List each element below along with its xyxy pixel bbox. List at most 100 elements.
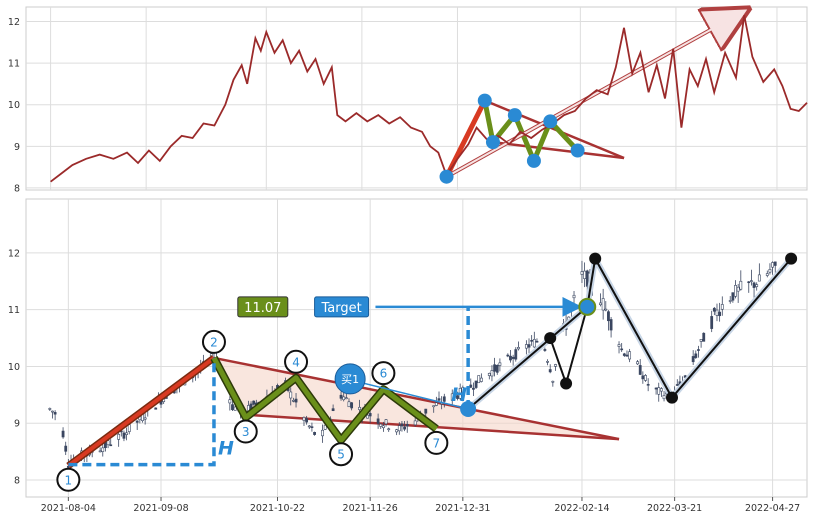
candle-body — [487, 373, 491, 376]
candle-body — [342, 396, 346, 401]
candle-body — [620, 348, 624, 351]
candle-body — [48, 408, 52, 410]
candle-body — [601, 298, 605, 311]
top-panel: 8 9 10 11 12 — [8, 7, 808, 194]
candle-body — [641, 375, 645, 380]
candle-body — [495, 365, 499, 373]
candle-body — [117, 434, 121, 440]
candle-body — [366, 414, 369, 419]
candle-body — [474, 380, 478, 388]
top-y-tick-label: 11 — [8, 59, 20, 70]
candle-body — [755, 284, 759, 287]
candle-body — [442, 396, 446, 402]
candle-body — [750, 280, 753, 282]
candle-body — [400, 423, 404, 427]
pivot-point — [544, 332, 557, 345]
triangle-upper-line — [213, 356, 620, 441]
candle-body — [376, 418, 380, 424]
top-pattern-point — [526, 153, 541, 168]
top-rise-line — [444, 99, 488, 178]
candle-body — [61, 430, 65, 438]
candle-body — [659, 388, 663, 392]
candle-body — [554, 364, 557, 367]
wave-point-label: 6 — [380, 367, 388, 381]
candle-body — [527, 344, 531, 348]
candle-body — [323, 424, 327, 430]
candle-body — [450, 393, 454, 401]
buy-label-text: 买1 — [341, 373, 359, 386]
candle-body — [143, 417, 147, 420]
candle-body — [339, 394, 343, 399]
bottom-x-axis: 2021-08-04 2021-09-08 2021-10-22 2021-11-26… — [41, 497, 800, 514]
wave-point-marker — [284, 349, 309, 374]
pattern-labels: 1 2 3 4 5 6 7 买1 H H 11.07 Target — [56, 296, 469, 492]
candle-body — [638, 365, 642, 375]
bottom-y-tick-label: 11 — [8, 305, 20, 316]
candle-body — [609, 319, 613, 331]
candle-body — [720, 304, 724, 310]
candle-body — [599, 302, 602, 306]
candle-body — [358, 406, 361, 411]
candle-body — [712, 307, 716, 312]
candle-body — [313, 432, 316, 435]
candle-body — [228, 399, 232, 404]
wave-point-label: 7 — [433, 436, 441, 450]
candle-body — [628, 351, 632, 360]
top-y-axis: 8 9 10 11 12 — [8, 17, 20, 194]
candle-body — [477, 375, 481, 384]
candle-body — [622, 353, 626, 356]
pivot-point — [589, 252, 602, 265]
candle-body — [657, 387, 661, 395]
candle-body — [106, 440, 110, 446]
candle-body — [122, 432, 126, 439]
candle-body — [344, 397, 348, 400]
candle-body — [675, 384, 679, 386]
candle-body — [747, 281, 751, 284]
buy-label-badge — [334, 363, 366, 395]
bottom-grid — [26, 199, 807, 497]
top-price-line — [50, 15, 808, 183]
bottom-x-tick-label: 2021-08-04 — [41, 503, 96, 514]
candle-body — [617, 344, 621, 347]
candle-body — [636, 361, 639, 365]
bottom-x-tick-label: 2022-03-21 — [647, 503, 702, 514]
candle-body — [154, 407, 158, 410]
candle-body — [458, 388, 462, 399]
candle-body — [432, 405, 436, 408]
candle-body — [101, 447, 105, 452]
bottom-x-tick-label: 2022-04-27 — [745, 503, 800, 514]
candle-body — [697, 349, 700, 351]
wave-point-label: 4 — [292, 355, 300, 369]
top-target-arrow-inner — [446, 10, 745, 178]
candle-body — [551, 380, 555, 383]
top-pattern-point — [477, 93, 492, 108]
pattern-overlay — [66, 252, 798, 469]
top-pattern-point — [570, 143, 585, 158]
candle-body — [646, 384, 650, 386]
bottom-y-tick-label: 9 — [14, 419, 20, 430]
candle-body — [64, 445, 68, 452]
bottom-x-tick-label: 2021-11-26 — [343, 503, 398, 514]
bottom-panel: 2021-08-04 2021-09-08 2021-10-22 2021-11-26… — [8, 198, 808, 514]
candle-body — [530, 340, 534, 342]
wave-point-marker — [56, 467, 81, 492]
bottom-x-tick-label: 2021-10-22 — [250, 503, 305, 514]
candle-body — [572, 294, 576, 299]
candle-body — [699, 339, 703, 342]
target-point — [578, 297, 597, 316]
buy-label-leader — [352, 379, 469, 410]
candle-body — [310, 426, 314, 428]
candle-body — [765, 273, 769, 276]
pivot-point — [785, 252, 798, 265]
candle-body — [387, 428, 391, 431]
top-triangle-lower — [492, 140, 625, 160]
pivot-point — [560, 377, 573, 390]
candle-body — [506, 354, 510, 357]
candle-body — [252, 400, 256, 405]
candle-body — [715, 309, 719, 316]
candle-body — [294, 398, 298, 403]
candle-body — [490, 370, 494, 377]
height-label-left: H — [218, 438, 234, 460]
candle-body — [461, 387, 465, 395]
